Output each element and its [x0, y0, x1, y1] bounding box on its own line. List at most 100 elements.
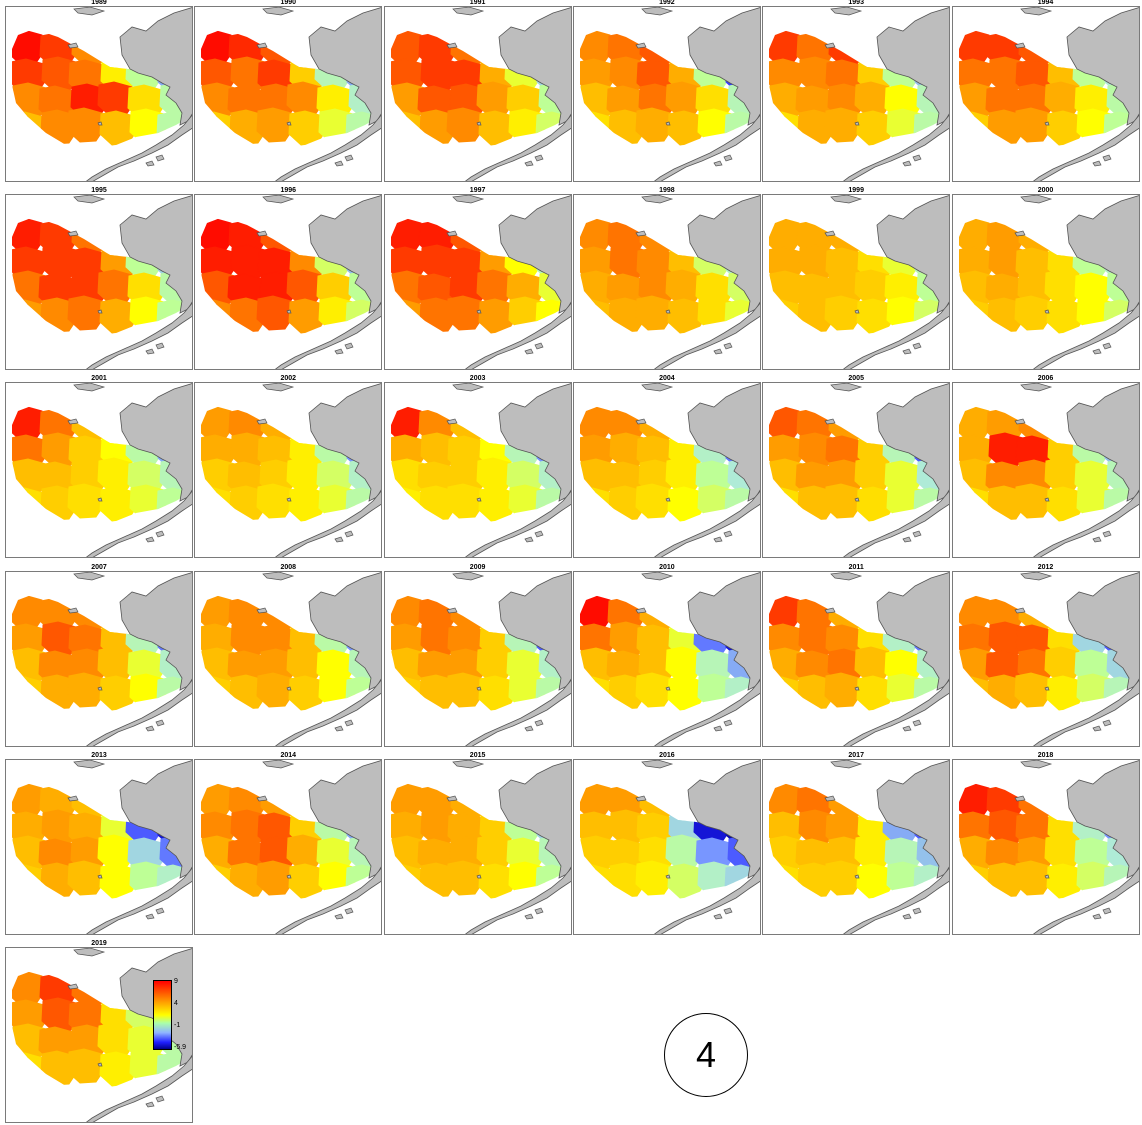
island: [97, 874, 103, 879]
island: [145, 160, 155, 167]
island: [286, 121, 292, 126]
grid-cell: [67, 295, 105, 331]
island: [97, 1062, 103, 1067]
map-panel-2004: 2004: [572, 375, 761, 559]
island: [73, 383, 106, 392]
grid-cell: [635, 107, 673, 143]
island: [97, 309, 103, 314]
map-frame: [194, 194, 383, 371]
island: [73, 7, 106, 16]
island: [665, 874, 671, 879]
grid-cell: [71, 218, 109, 254]
grid-cell: [828, 783, 866, 819]
island: [830, 7, 863, 16]
island: [1091, 913, 1102, 920]
alaska-landmass: [876, 759, 950, 879]
survey-map: [579, 759, 760, 934]
alaska-landmass: [119, 571, 192, 691]
island: [262, 759, 295, 769]
island: [476, 497, 482, 502]
grid-cell: [1013, 483, 1052, 519]
grid-cell: [478, 675, 516, 711]
map-frame: [762, 758, 951, 935]
map-panel-1996: 1996: [194, 187, 383, 371]
island: [524, 348, 534, 355]
island: [1044, 309, 1049, 314]
map-panel-2007: 2007: [5, 564, 193, 747]
alaska-landmass: [687, 571, 760, 691]
grid-cell: [446, 295, 484, 331]
island: [155, 907, 165, 915]
map-frame: [383, 382, 572, 559]
panel-year-label: 1997: [469, 187, 486, 195]
island: [824, 795, 836, 802]
grid-cell: [67, 860, 105, 896]
grid-cell: [824, 483, 862, 519]
panel-year-label: 2007: [91, 563, 107, 571]
island: [67, 42, 79, 49]
grid-cell: [67, 1048, 105, 1084]
map-panel-2015: 2015: [383, 752, 572, 935]
island: [145, 1101, 155, 1108]
island: [854, 309, 860, 314]
island: [334, 536, 344, 543]
grid-cell: [639, 218, 677, 254]
survey-map: [769, 571, 950, 746]
island: [665, 497, 671, 502]
island: [534, 154, 544, 162]
map-panel-2008: 2008: [194, 564, 383, 747]
island: [524, 536, 534, 543]
map-panel-2001: 2001: [5, 375, 193, 559]
island: [1091, 348, 1102, 355]
alaska-peninsula: [1032, 302, 1139, 370]
alaska-peninsula: [86, 302, 192, 370]
alaska-peninsula: [86, 867, 192, 934]
grid-cell: [958, 487, 993, 523]
survey-map: [958, 195, 1139, 370]
grid-cell: [67, 107, 105, 143]
island: [1091, 725, 1102, 731]
map-panel-2003: 2003: [383, 375, 572, 559]
island: [902, 725, 912, 731]
island: [534, 530, 544, 538]
island: [641, 195, 674, 204]
alaska-landmass: [1066, 383, 1139, 503]
alaska-landmass: [687, 7, 760, 126]
survey-map: [201, 383, 382, 558]
panel-year-label: 2015: [469, 751, 486, 759]
island: [286, 686, 292, 690]
grid-cell: [667, 298, 705, 334]
alaska-peninsula: [275, 491, 382, 558]
island: [155, 1095, 165, 1103]
survey-map: [769, 759, 950, 934]
panel-year-label: 2014: [280, 751, 297, 759]
alaska-peninsula: [86, 1055, 192, 1122]
grid-cell: [1017, 30, 1056, 66]
grid-cell: [667, 110, 705, 146]
island: [73, 195, 106, 204]
map-panel-1998: 1998: [572, 187, 761, 371]
grid-cell: [12, 676, 46, 712]
island: [446, 607, 458, 613]
map-frame: 9 4 -1 -5.9: [5, 947, 193, 1123]
panel-year-label: 1990: [280, 0, 297, 6]
map-panel-2010: 2010: [572, 564, 761, 747]
grid-cell: [256, 107, 294, 143]
grid-cell: [1017, 406, 1056, 442]
grid-cell: [1013, 860, 1052, 896]
alaska-peninsula: [464, 679, 571, 746]
grid-cell: [958, 111, 993, 147]
grid-cell: [71, 595, 109, 631]
panel-year-label: 1993: [848, 0, 864, 6]
grid-cell: [635, 295, 673, 331]
island: [256, 607, 268, 613]
island: [641, 383, 674, 392]
island: [256, 418, 268, 425]
grid-cell: [828, 406, 866, 442]
map-frame: [5, 382, 193, 559]
panel-year-label: 2005: [848, 375, 864, 383]
panel-year-label: 2004: [659, 375, 675, 383]
survey-map: [958, 7, 1139, 181]
grid-cell: [12, 111, 46, 147]
map-panel-2018: 2018: [951, 752, 1140, 935]
